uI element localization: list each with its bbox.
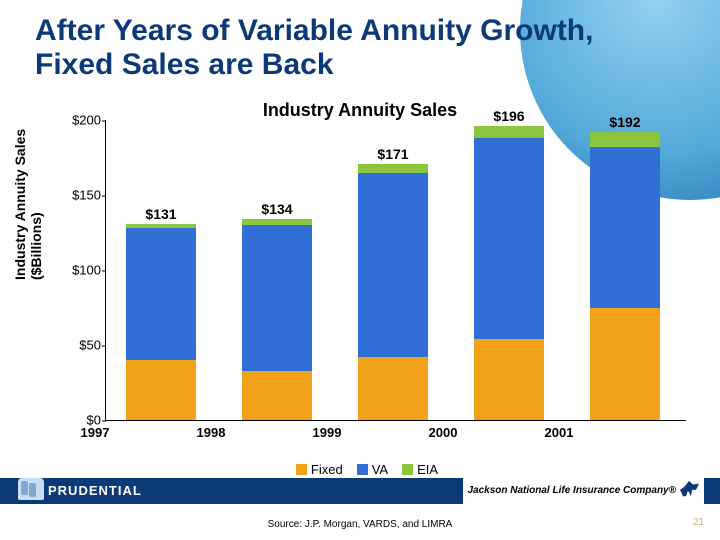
- bar-group: $192: [590, 132, 660, 420]
- x-category-label: 2000: [398, 425, 488, 440]
- bar-segment-fixed: [590, 308, 660, 421]
- legend-label: VA: [372, 462, 388, 477]
- bar-segment-eia: [474, 126, 544, 138]
- y-tick: $50: [61, 338, 101, 353]
- source-citation: Source: J.P. Morgan, VARDS, and LIMRA: [0, 519, 720, 530]
- bar-segment-va: [590, 147, 660, 308]
- bar-group: $131: [126, 224, 196, 421]
- bar-group: $134: [242, 219, 312, 420]
- jackson-logo-text: Jackson National Life Insurance Company®: [467, 485, 676, 496]
- bar-segment-va: [242, 225, 312, 371]
- bar-segment-fixed: [126, 360, 196, 420]
- bar-group: $196: [474, 126, 544, 420]
- slide-title: After Years of Variable Annuity Growth, …: [35, 14, 595, 82]
- bar-total-label: $192: [583, 114, 667, 130]
- prudential-logo-text: PRUDENTIAL: [48, 483, 142, 498]
- chart-plot-area: $0$50$100$150$200$131$134$171$196$192: [105, 120, 686, 421]
- x-category-label: 1998: [166, 425, 256, 440]
- bar-segment-eia: [358, 164, 428, 173]
- bar-segment-fixed: [358, 357, 428, 420]
- jackson-national-logo: Jackson National Life Insurance Company®: [463, 478, 704, 504]
- legend-label: EIA: [417, 462, 438, 477]
- y-axis-label: Industry Annuity Sales($Billions): [12, 129, 44, 280]
- y-tick: $200: [61, 113, 101, 128]
- bar-total-label: $134: [235, 201, 319, 217]
- bar-segment-eia: [590, 132, 660, 147]
- bar-total-label: $171: [351, 146, 435, 162]
- x-category-label: 1999: [282, 425, 372, 440]
- chart-legend: Fixed VA EIA: [0, 462, 720, 477]
- legend-swatch: [402, 464, 413, 475]
- legend-swatch: [357, 464, 368, 475]
- annuity-sales-chart: Industry Annuity Sales($Billions) $0$50$…: [40, 120, 690, 450]
- legend-swatch: [296, 464, 307, 475]
- bar-segment-va: [126, 228, 196, 360]
- prudential-rock-icon: [18, 478, 44, 500]
- jackson-horse-icon: [680, 480, 700, 498]
- y-tick: $150: [61, 188, 101, 203]
- x-category-label: 1997: [50, 425, 140, 440]
- bar-group: $171: [358, 164, 428, 421]
- bar-segment-va: [358, 173, 428, 358]
- bar-total-label: $196: [467, 108, 551, 124]
- prudential-logo: PRUDENTIAL: [18, 478, 142, 504]
- bar-total-label: $131: [119, 206, 203, 222]
- y-tick: $100: [61, 263, 101, 278]
- page-number: 21: [693, 517, 704, 528]
- legend-label: Fixed: [311, 462, 343, 477]
- bar-segment-fixed: [242, 371, 312, 421]
- bar-segment-va: [474, 138, 544, 339]
- x-category-label: 2001: [514, 425, 604, 440]
- bar-segment-fixed: [474, 339, 544, 420]
